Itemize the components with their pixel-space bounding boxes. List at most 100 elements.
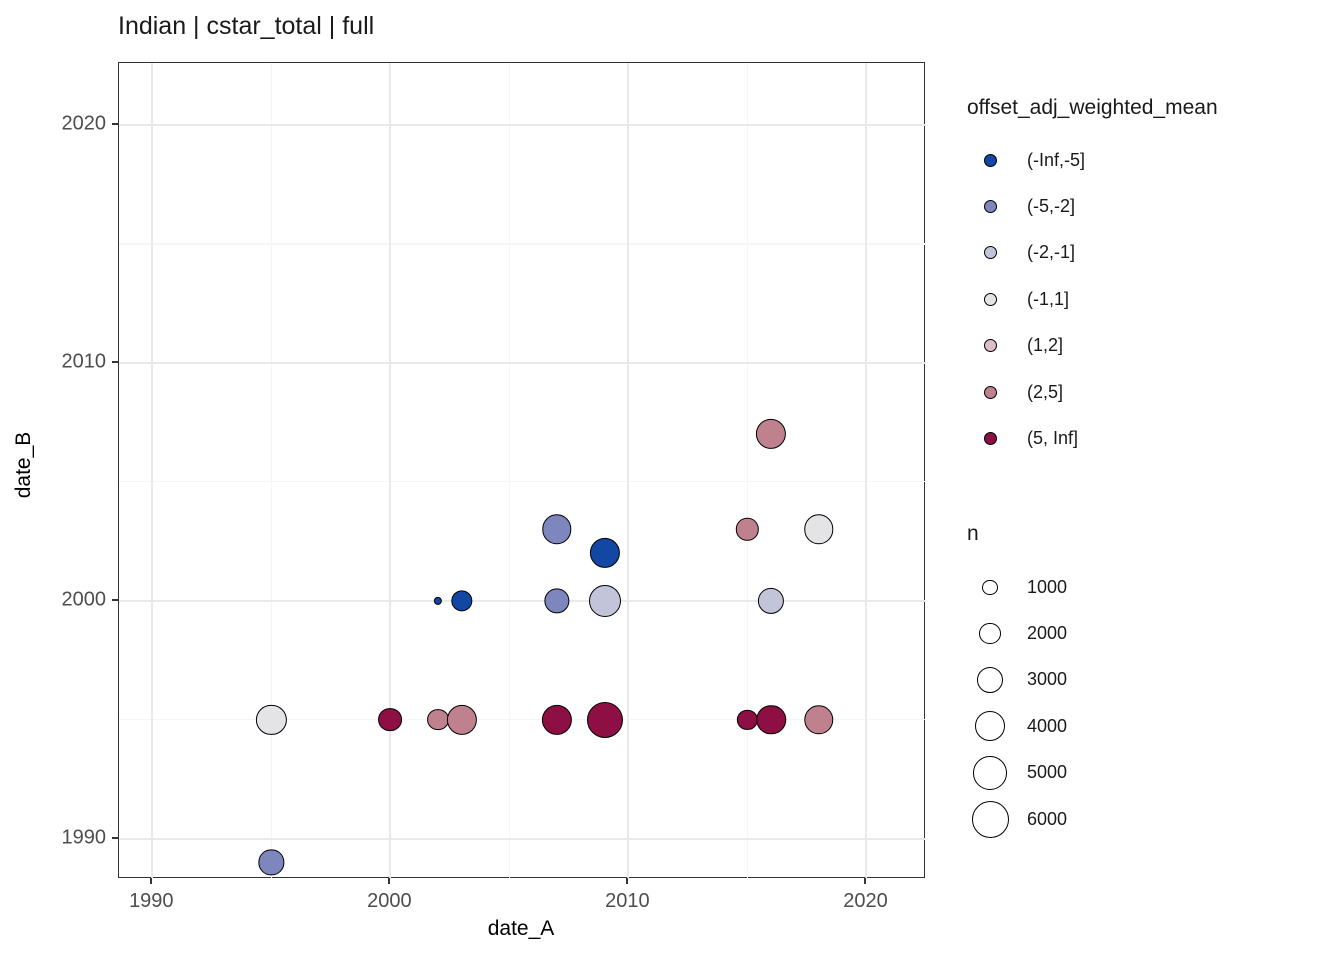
data-point bbox=[542, 514, 572, 544]
y-axis-tick bbox=[112, 122, 118, 125]
y-tick-label: 1990 bbox=[61, 826, 107, 849]
grid-line-minor-horizontal bbox=[119, 480, 926, 483]
legend-size-circle bbox=[973, 755, 1007, 790]
grid-line-minor-vertical bbox=[746, 63, 749, 879]
color-legend-item: (2,5] bbox=[965, 369, 1085, 415]
data-point bbox=[588, 584, 621, 617]
grid-line-major-horizontal bbox=[119, 361, 926, 364]
data-point bbox=[589, 537, 620, 569]
legend-key-cell bbox=[965, 755, 1015, 790]
legend-color-swatch bbox=[983, 200, 997, 214]
legend-item-label: (2,5] bbox=[1027, 381, 1064, 402]
legend-color-swatch bbox=[983, 339, 997, 353]
data-point bbox=[258, 849, 284, 875]
legend-item-label: 1000 bbox=[1027, 576, 1068, 597]
grid-line-major-horizontal bbox=[119, 599, 926, 602]
data-point bbox=[544, 588, 570, 614]
grid-line-major-horizontal bbox=[119, 123, 926, 126]
legend-size-circle bbox=[979, 622, 1001, 645]
x-axis-tick bbox=[864, 878, 867, 884]
x-tick-label: 1990 bbox=[129, 890, 174, 912]
data-point bbox=[541, 704, 573, 735]
grid-line-major-vertical bbox=[627, 63, 630, 879]
grid-line-major-vertical bbox=[865, 63, 868, 879]
legend-color-swatch bbox=[983, 292, 997, 306]
data-point bbox=[446, 704, 477, 735]
legend-key-cell bbox=[965, 153, 1015, 167]
grid-line-minor-vertical bbox=[508, 63, 511, 879]
legend-size-circle bbox=[974, 711, 1006, 742]
legend-item-label: (-2,-1] bbox=[1027, 242, 1076, 263]
data-point bbox=[378, 707, 403, 732]
color-legend-item: (5, Inf] bbox=[965, 415, 1085, 461]
legend-item-label: (-1,1] bbox=[1027, 288, 1070, 309]
x-axis-tick bbox=[626, 878, 629, 884]
x-axis-tick bbox=[388, 878, 391, 884]
data-point bbox=[804, 514, 834, 544]
data-point bbox=[736, 518, 759, 541]
legend-key-cell bbox=[965, 666, 1015, 694]
legend-key-cell bbox=[965, 622, 1015, 645]
legend-key-cell bbox=[965, 432, 1015, 446]
y-axis-title: date_B bbox=[12, 431, 35, 499]
color-legend-item: (-1,1] bbox=[965, 276, 1085, 322]
color-legend-title: offset_adj_weighted_mean bbox=[967, 96, 1218, 119]
legend-key-cell bbox=[965, 385, 1015, 399]
data-point bbox=[756, 704, 786, 735]
legend-size-circle bbox=[982, 579, 998, 595]
legend-color-swatch bbox=[983, 432, 997, 446]
size-legend-item: 4000 bbox=[965, 703, 1067, 749]
y-tick-label: 2000 bbox=[61, 588, 107, 611]
legend-color-swatch bbox=[983, 153, 997, 167]
color-legend-item: (-5,-2] bbox=[965, 183, 1085, 229]
size-legend: 1000 2000 3000 4000 5000 6000 bbox=[965, 564, 1067, 842]
legend-size-circle bbox=[971, 800, 1009, 838]
color-legend-item: (-Inf,-5] bbox=[965, 137, 1085, 183]
legend-color-swatch bbox=[983, 246, 997, 260]
plot-panel bbox=[118, 62, 926, 879]
grid-line-minor-vertical bbox=[270, 63, 273, 879]
x-tick-label: 2010 bbox=[605, 890, 650, 912]
chart-title: Indian | cstar_total | full bbox=[118, 12, 375, 40]
legend-key-cell bbox=[965, 200, 1015, 214]
data-point bbox=[804, 704, 834, 735]
legend-key-cell bbox=[965, 339, 1015, 353]
data-point bbox=[451, 589, 473, 612]
y-axis-tick bbox=[112, 598, 118, 601]
x-tick-label: 2000 bbox=[367, 890, 412, 912]
size-legend-item: 6000 bbox=[965, 796, 1067, 842]
legend-item-label: (-Inf,-5] bbox=[1027, 149, 1086, 170]
data-point bbox=[256, 704, 287, 735]
y-tick-label: 2020 bbox=[61, 112, 107, 135]
data-point bbox=[433, 596, 443, 605]
color-legend: (-Inf,-5] (-5,-2] (-2,-1] (-1,1] (1,2] (2,5] (… bbox=[965, 137, 1085, 462]
legend-item-label: (1,2] bbox=[1027, 335, 1064, 356]
x-axis-tick bbox=[150, 878, 153, 884]
grid-line-major-horizontal bbox=[119, 837, 926, 840]
data-point bbox=[586, 701, 623, 738]
size-legend-item: 2000 bbox=[965, 610, 1067, 656]
legend-color-swatch bbox=[983, 385, 997, 399]
grid-line-major-vertical bbox=[389, 63, 392, 879]
grid-line-minor-horizontal bbox=[119, 243, 926, 245]
legend-item-label: 6000 bbox=[1027, 808, 1068, 829]
x-axis-title: date_A bbox=[487, 917, 555, 940]
data-point bbox=[756, 419, 787, 450]
size-legend-item: 3000 bbox=[965, 657, 1067, 703]
data-point bbox=[427, 708, 449, 731]
y-axis-tick bbox=[112, 360, 118, 363]
grid-line-minor-horizontal bbox=[119, 718, 926, 721]
size-legend-item: 5000 bbox=[965, 750, 1067, 796]
legend-item-label: 3000 bbox=[1027, 669, 1068, 690]
legend-item-label: 2000 bbox=[1027, 623, 1068, 644]
legend-item-label: (5, Inf] bbox=[1027, 428, 1079, 449]
legend-item-label: 4000 bbox=[1027, 715, 1068, 736]
data-point bbox=[737, 709, 758, 730]
legend-size-circle bbox=[976, 666, 1004, 694]
color-legend-item: (1,2] bbox=[965, 323, 1085, 369]
y-axis-tick bbox=[112, 836, 118, 839]
legend-key-cell bbox=[965, 246, 1015, 260]
grid-line-major-vertical bbox=[151, 63, 154, 879]
size-legend-item: 1000 bbox=[965, 564, 1067, 610]
